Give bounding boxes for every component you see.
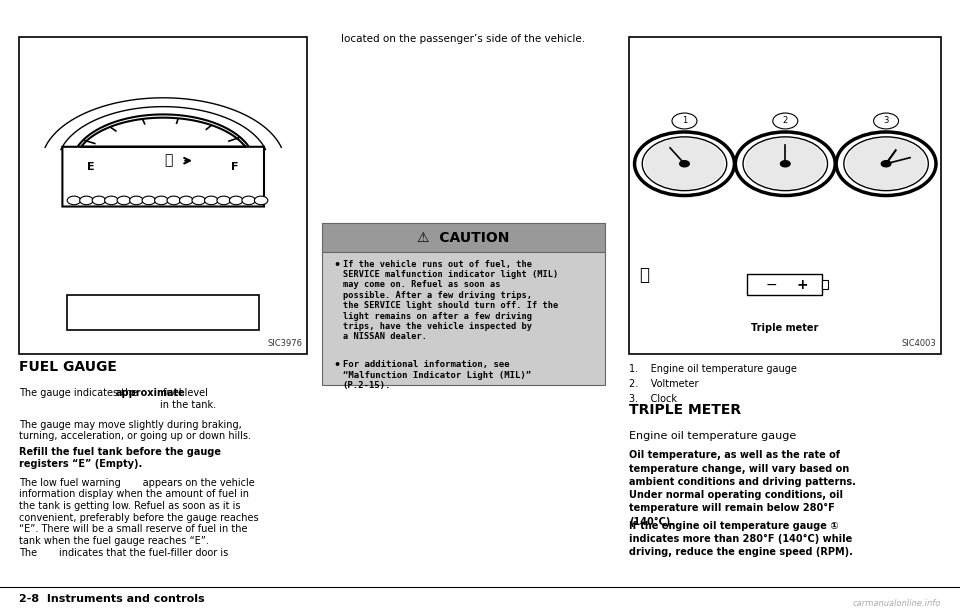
FancyBboxPatch shape — [19, 37, 307, 354]
Text: Refill the fuel tank before the gauge
registers “E” (Empty).: Refill the fuel tank before the gauge re… — [19, 447, 221, 469]
Circle shape — [780, 161, 790, 167]
Circle shape — [242, 196, 255, 205]
Circle shape — [217, 196, 230, 205]
Circle shape — [67, 196, 81, 205]
FancyBboxPatch shape — [629, 37, 941, 354]
Text: The gauge indicates the: The gauge indicates the — [19, 388, 141, 398]
Circle shape — [644, 138, 725, 189]
Circle shape — [117, 196, 131, 205]
Circle shape — [672, 113, 697, 129]
Text: 🛢: 🛢 — [639, 266, 649, 284]
Text: fuel level
in the tank.: fuel level in the tank. — [160, 388, 216, 409]
Circle shape — [155, 196, 168, 205]
FancyBboxPatch shape — [747, 274, 822, 296]
Text: The low fuel warning       appears on the vehicle
information display when the a: The low fuel warning appears on the vehi… — [19, 478, 259, 546]
FancyBboxPatch shape — [0, 587, 960, 611]
Circle shape — [92, 196, 106, 205]
Circle shape — [192, 196, 205, 205]
Text: The       indicates that the fuel-filler door is: The indicates that the fuel-filler door … — [19, 548, 228, 558]
Circle shape — [254, 196, 268, 205]
Circle shape — [846, 138, 926, 189]
Circle shape — [142, 196, 156, 205]
Text: F: F — [231, 162, 239, 172]
Text: 2.    Voltmeter: 2. Voltmeter — [629, 379, 698, 389]
Text: carmanualonline.info: carmanualonline.info — [852, 599, 941, 608]
FancyBboxPatch shape — [67, 295, 259, 330]
Circle shape — [680, 161, 689, 167]
Text: 2-8  Instruments and controls: 2-8 Instruments and controls — [19, 594, 204, 604]
Text: Oil temperature, as well as the rate of
temperature change, will vary based on
a: Oil temperature, as well as the rate of … — [629, 450, 855, 527]
Text: ⛽: ⛽ — [164, 154, 172, 167]
Text: FUEL GAUGE: FUEL GAUGE — [19, 360, 117, 375]
Text: Triple meter: Triple meter — [751, 323, 819, 333]
Circle shape — [130, 196, 143, 205]
Text: ⚠  CAUTION: ⚠ CAUTION — [417, 231, 510, 244]
Text: 1.    Engine oil temperature gauge: 1. Engine oil temperature gauge — [629, 364, 797, 373]
Text: Engine oil temperature gauge: Engine oil temperature gauge — [629, 431, 796, 441]
FancyBboxPatch shape — [322, 252, 605, 385]
Text: located on the passenger’s side of the vehicle.: located on the passenger’s side of the v… — [341, 34, 586, 43]
Text: •: • — [333, 360, 340, 370]
Circle shape — [105, 196, 118, 205]
Text: TRIPLE METER: TRIPLE METER — [629, 403, 741, 417]
Circle shape — [167, 196, 180, 205]
Text: 1: 1 — [682, 117, 687, 125]
Text: 3.    Clock: 3. Clock — [629, 394, 677, 404]
Text: approximate: approximate — [116, 388, 185, 398]
Text: +: + — [797, 278, 808, 292]
Text: SIC4003: SIC4003 — [901, 339, 936, 348]
Text: If the vehicle runs out of fuel, the
SERVICE malfunction indicator light (MIL)
m: If the vehicle runs out of fuel, the SER… — [343, 260, 558, 342]
Text: −: − — [765, 278, 777, 292]
Circle shape — [80, 196, 93, 205]
Text: If the engine oil temperature gauge ①
indicates more than 280°F (140°C) while
dr: If the engine oil temperature gauge ① in… — [629, 521, 852, 557]
Text: 3: 3 — [883, 117, 889, 125]
Circle shape — [874, 113, 899, 129]
Polygon shape — [62, 118, 264, 207]
Circle shape — [773, 113, 798, 129]
FancyBboxPatch shape — [322, 223, 605, 252]
Circle shape — [180, 196, 193, 205]
Circle shape — [229, 196, 243, 205]
Text: The gauge may move slightly during braking,
turning, acceleration, or going up o: The gauge may move slightly during braki… — [19, 420, 252, 441]
Circle shape — [881, 161, 891, 167]
FancyBboxPatch shape — [822, 280, 828, 290]
Circle shape — [204, 196, 218, 205]
Text: •: • — [333, 260, 340, 269]
Text: E: E — [87, 162, 95, 172]
Text: SIC3976: SIC3976 — [268, 339, 302, 348]
Circle shape — [745, 138, 826, 189]
Text: For additional information, see
“Malfunction Indicator Light (MIL)”
(P.2-15).: For additional information, see “Malfunc… — [343, 360, 531, 390]
Text: 2: 2 — [782, 117, 788, 125]
